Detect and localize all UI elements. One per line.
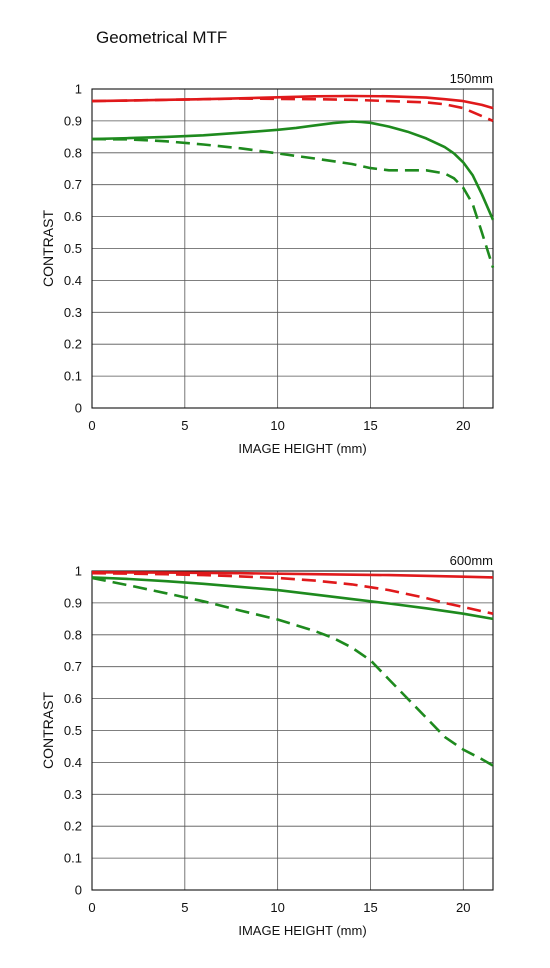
x-tick-label: 5 — [181, 418, 188, 433]
y-tick-label: 0.2 — [64, 337, 82, 352]
x-tick-label: 0 — [88, 418, 95, 433]
y-tick-label: 0.1 — [64, 851, 82, 866]
focal-length-label: 150mm — [450, 71, 493, 86]
red-solid-mtf-line — [91, 94, 494, 110]
mtf-chart-600mm: 00.10.20.30.40.50.60.70.80.910 5 10 15 20600… — [40, 553, 494, 938]
green-dashed-mtf-line — [91, 137, 495, 268]
plot-frame — [91, 88, 494, 409]
x-tick-label: 10 — [270, 900, 284, 915]
green-solid-mtf-line — [91, 576, 494, 621]
y-axis-label: CONTRAST — [40, 210, 56, 287]
y-tick-label: 0.8 — [64, 145, 82, 160]
y-tick-label: 1 — [75, 564, 82, 579]
mtf-chart-150mm: 00.10.20.30.40.50.60.70.80.910 5 10 15 20150… — [40, 71, 495, 456]
y-tick-label: 0.1 — [64, 369, 82, 384]
y-tick-label: 0.6 — [64, 691, 82, 706]
x-axis-label: IMAGE HEIGHT (mm) — [238, 441, 366, 456]
y-tick-label: 1 — [75, 82, 82, 97]
x-axis-label: IMAGE HEIGHT (mm) — [238, 923, 366, 938]
red-dashed-mtf-line — [91, 97, 494, 123]
y-tick-label: 0.8 — [64, 627, 82, 642]
y-tick-label: 0.5 — [64, 723, 82, 738]
green-dashed-mtf-line — [91, 576, 494, 767]
y-tick-label: 0.3 — [64, 787, 82, 802]
x-tick-label: 15 — [363, 900, 377, 915]
x-tick-label: 5 — [181, 900, 188, 915]
y-tick-label: 0.3 — [64, 305, 82, 320]
y-tick-label: 0.2 — [64, 819, 82, 834]
plot-frame — [91, 570, 494, 891]
green-solid-mtf-line — [91, 120, 495, 221]
y-axis-label: CONTRAST — [40, 692, 56, 769]
red-dashed-mtf-line — [91, 571, 494, 615]
page-title: Geometrical MTF — [96, 28, 228, 47]
x-tick-label: 15 — [363, 418, 377, 433]
y-tick-label: 0 — [75, 401, 82, 416]
y-tick-label: 0.4 — [64, 273, 82, 288]
y-tick-label: 0.7 — [64, 659, 82, 674]
y-tick-label: 0.9 — [64, 113, 82, 128]
x-tick-label: 20 — [456, 900, 470, 915]
y-tick-label: 0.9 — [64, 595, 82, 610]
y-tick-label: 0.7 — [64, 177, 82, 192]
focal-length-label: 600mm — [450, 553, 493, 568]
red-solid-mtf-line — [91, 571, 494, 579]
x-tick-label: 10 — [270, 418, 284, 433]
y-tick-label: 0.5 — [64, 241, 82, 256]
y-tick-label: 0 — [75, 883, 82, 898]
x-tick-label: 0 — [88, 900, 95, 915]
x-tick-label: 20 — [456, 418, 470, 433]
y-tick-label: 0.4 — [64, 755, 82, 770]
y-tick-label: 0.6 — [64, 209, 82, 224]
